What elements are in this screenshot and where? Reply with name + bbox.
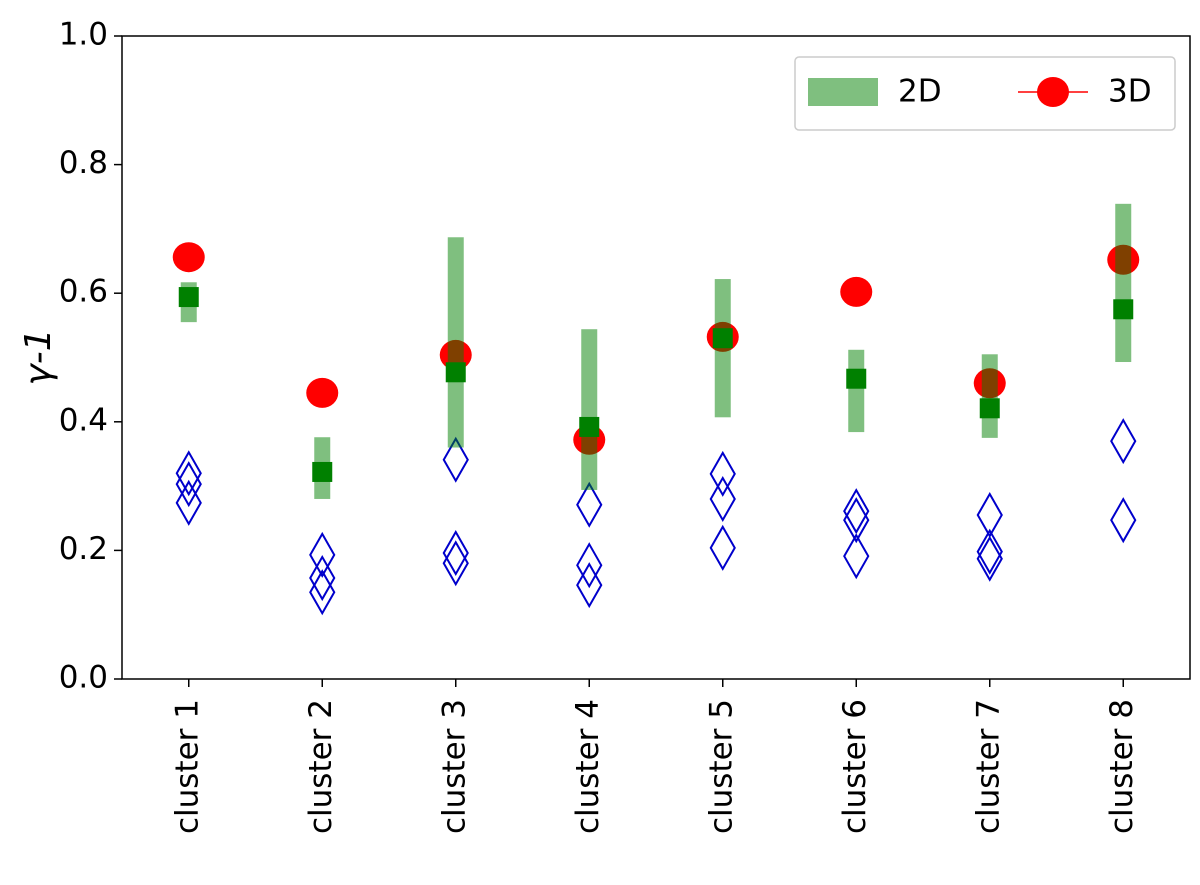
- diamond-marker: [309, 555, 336, 602]
- diamond-marker: [1110, 497, 1137, 544]
- circle-marker: [172, 242, 205, 273]
- diamond-marker: [175, 461, 202, 508]
- diamond-marker: [442, 529, 469, 576]
- x-tick-label: cluster 7: [970, 699, 1006, 834]
- x-tick-label: cluster 6: [837, 699, 873, 834]
- legend-label: 2D: [898, 74, 942, 110]
- diamond-marker: [175, 450, 202, 497]
- legend-patch: [808, 78, 878, 106]
- diamond-marker: [709, 475, 736, 522]
- plot-frame: [121, 35, 1191, 680]
- y-tick-label: 0.4: [59, 402, 108, 438]
- legend-box: [794, 56, 1176, 131]
- x-tick-label: cluster 1: [169, 699, 205, 834]
- diamond-marker: [576, 481, 603, 528]
- diamond-marker: [843, 488, 870, 535]
- x-tick-label: cluster 3: [436, 699, 472, 834]
- diamond-marker: [843, 533, 870, 580]
- y-axis-label: γ-1: [18, 328, 59, 385]
- square-marker: [579, 416, 600, 437]
- square-marker: [979, 398, 1000, 419]
- square-marker: [712, 328, 733, 349]
- range-bar: [981, 354, 998, 438]
- diamond-marker: [976, 528, 1003, 575]
- diamond-marker: [576, 562, 603, 609]
- circle-marker: [840, 276, 873, 307]
- range-bar: [447, 237, 464, 448]
- legend-label: 3D: [1108, 74, 1152, 110]
- x-tick-label: cluster 4: [570, 699, 606, 834]
- x-tick-label: cluster 5: [703, 699, 739, 834]
- diamond-marker: [309, 531, 336, 578]
- diamond-marker: [309, 569, 336, 616]
- diamond-marker: [576, 542, 603, 589]
- y-tick-label: 0.6: [59, 274, 108, 310]
- diamond-marker: [843, 497, 870, 544]
- square-marker: [312, 461, 333, 482]
- diamond-marker: [442, 540, 469, 587]
- diamond-marker: [709, 524, 736, 571]
- x-tick-label: cluster 8: [1104, 699, 1140, 834]
- diamond-marker: [1110, 418, 1137, 465]
- circle-marker: [306, 377, 339, 408]
- range-bar: [581, 329, 598, 490]
- y-tick-label: 1.0: [59, 17, 108, 53]
- diamond-marker: [709, 450, 736, 497]
- range-bar: [1115, 203, 1132, 363]
- square-marker: [1113, 299, 1134, 320]
- x-tick-label: cluster 2: [303, 699, 339, 834]
- y-tick-label: 0.0: [59, 660, 108, 696]
- y-tick-label: 0.8: [59, 145, 108, 181]
- square-marker: [445, 362, 466, 383]
- square-marker: [846, 368, 867, 389]
- legend-marker: [1037, 77, 1069, 107]
- square-marker: [178, 287, 199, 308]
- diamond-marker: [976, 535, 1003, 582]
- diamond-marker: [442, 436, 469, 483]
- range-bar: [848, 349, 865, 433]
- diamond-marker: [175, 479, 202, 526]
- y-tick-label: 0.2: [59, 531, 108, 567]
